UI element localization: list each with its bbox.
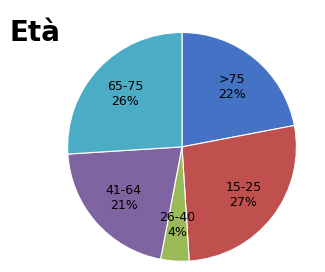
Text: 26-40
4%: 26-40 4% [159, 211, 195, 239]
Wedge shape [182, 125, 296, 261]
Wedge shape [68, 147, 182, 259]
Wedge shape [68, 32, 182, 154]
Wedge shape [182, 32, 294, 147]
Text: >75
22%: >75 22% [218, 73, 245, 101]
Text: 41-64
21%: 41-64 21% [106, 184, 142, 212]
Text: Età: Età [10, 19, 61, 47]
Wedge shape [161, 147, 189, 261]
Text: 15-25
27%: 15-25 27% [225, 181, 262, 209]
Text: 65-75
26%: 65-75 26% [107, 80, 143, 108]
